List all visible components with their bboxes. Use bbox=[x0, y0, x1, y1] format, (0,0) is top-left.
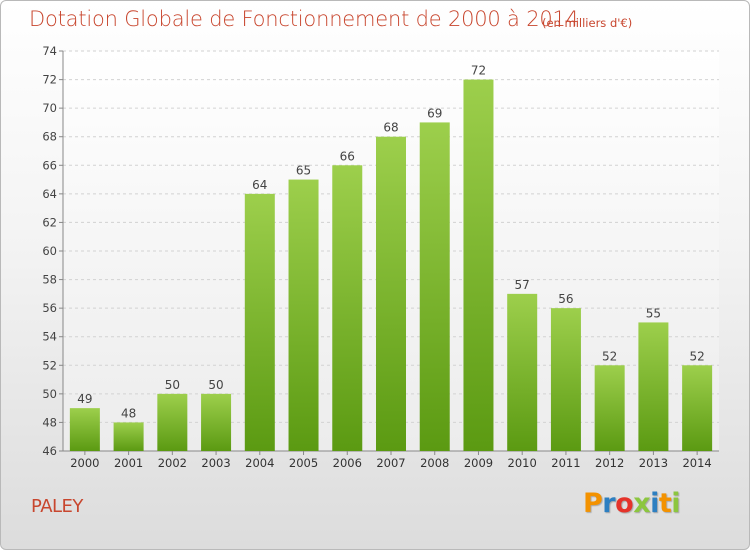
x-tick-label: 2006 bbox=[333, 456, 362, 470]
logo-letter: o bbox=[615, 488, 634, 519]
y-tick-label: 72 bbox=[42, 73, 57, 87]
y-tick-label: 62 bbox=[42, 215, 57, 229]
y-tick-label: 66 bbox=[42, 158, 57, 172]
x-tick-label: 2012 bbox=[595, 456, 624, 470]
logo-letter: r bbox=[602, 488, 616, 519]
y-tick-label: 64 bbox=[42, 187, 57, 201]
y-tick-label: 50 bbox=[42, 387, 57, 401]
x-tick-label: 2002 bbox=[158, 456, 187, 470]
data-label: 50 bbox=[165, 378, 180, 392]
x-tick-label: 2000 bbox=[70, 456, 99, 470]
bar bbox=[594, 365, 625, 451]
bar bbox=[157, 393, 188, 451]
bar bbox=[507, 293, 538, 451]
commune-name: PALEY bbox=[31, 496, 83, 517]
x-tick-label: 2010 bbox=[508, 456, 537, 470]
y-tick-label: 58 bbox=[42, 273, 57, 287]
bar bbox=[550, 308, 581, 451]
data-label: 50 bbox=[208, 378, 223, 392]
y-tick-label: 74 bbox=[42, 44, 57, 58]
bar bbox=[419, 122, 450, 451]
y-tick-label: 56 bbox=[42, 301, 57, 315]
y-tick-label: 60 bbox=[42, 244, 57, 258]
y-tick-label: 68 bbox=[42, 130, 57, 144]
x-tick-label: 2005 bbox=[289, 456, 318, 470]
data-label: 66 bbox=[340, 149, 355, 163]
x-tick-label: 2011 bbox=[551, 456, 580, 470]
data-label: 49 bbox=[77, 392, 92, 406]
y-tick-label: 54 bbox=[42, 330, 57, 344]
logo-letter: t bbox=[658, 488, 672, 519]
bar bbox=[682, 365, 713, 451]
x-tick-label: 2008 bbox=[420, 456, 449, 470]
data-label: 52 bbox=[602, 349, 617, 363]
x-tick-label: 2013 bbox=[639, 456, 668, 470]
bar bbox=[201, 393, 232, 451]
data-label: 72 bbox=[471, 64, 486, 78]
data-label: 56 bbox=[558, 292, 573, 306]
x-tick-label: 2001 bbox=[114, 456, 143, 470]
proxiti-logo: Proxiti bbox=[583, 488, 681, 519]
bar bbox=[69, 408, 100, 451]
chart-title: Dotation Globale de Fonctionnement de 20… bbox=[29, 7, 579, 31]
bar bbox=[638, 322, 669, 451]
bar bbox=[463, 79, 494, 452]
bar bbox=[376, 136, 406, 451]
y-tick-label: 52 bbox=[42, 358, 57, 372]
x-tick-label: 2014 bbox=[682, 456, 711, 470]
y-tick-label: 48 bbox=[42, 415, 57, 429]
logo-letter: i bbox=[650, 488, 659, 519]
bar bbox=[288, 179, 319, 452]
data-label: 52 bbox=[689, 349, 704, 363]
x-tick-label: 2003 bbox=[201, 456, 230, 470]
logo-letter: i bbox=[671, 488, 681, 519]
logo-letter: x bbox=[633, 488, 651, 519]
bar bbox=[244, 193, 275, 451]
data-label: 64 bbox=[252, 178, 267, 192]
bar bbox=[113, 422, 144, 451]
data-label: 68 bbox=[383, 121, 398, 135]
bar bbox=[332, 165, 363, 452]
data-label: 57 bbox=[515, 278, 530, 292]
data-label: 69 bbox=[427, 106, 442, 120]
data-label: 48 bbox=[121, 406, 136, 420]
x-tick-label: 2009 bbox=[464, 456, 493, 470]
data-label: 65 bbox=[296, 164, 311, 178]
logo-letter: P bbox=[583, 488, 603, 519]
y-tick-label: 46 bbox=[42, 444, 57, 458]
x-tick-label: 2004 bbox=[245, 456, 274, 470]
x-tick-label: 2007 bbox=[376, 456, 405, 470]
chart-subtitle: (en milliers d'€) bbox=[542, 16, 633, 30]
y-tick-label: 70 bbox=[42, 101, 57, 115]
data-label: 55 bbox=[646, 306, 661, 320]
